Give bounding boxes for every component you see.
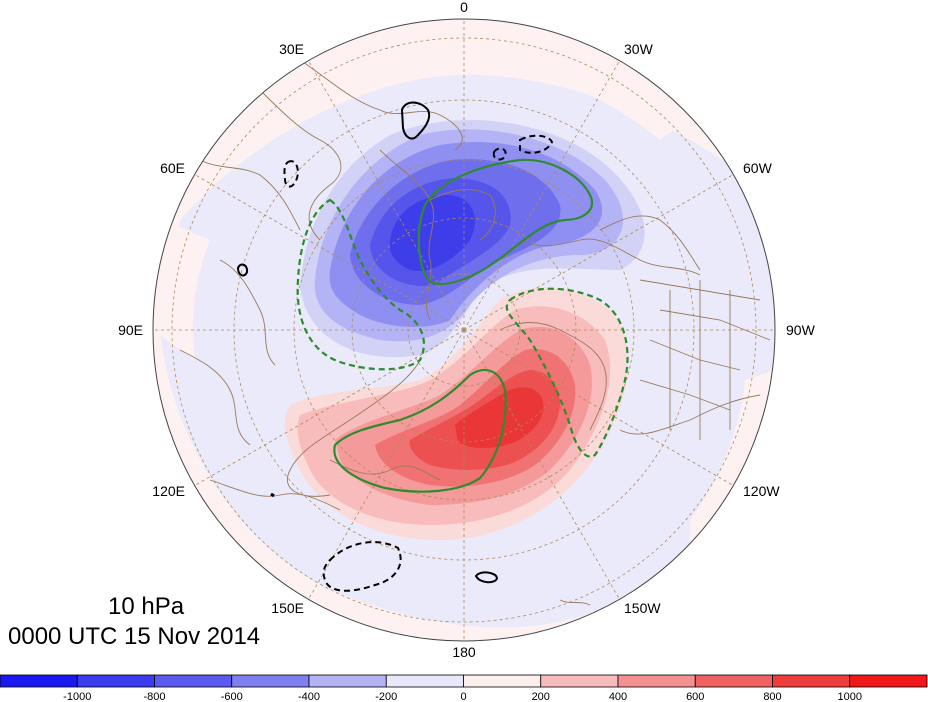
colorbar-box [617, 674, 696, 688]
colorbar-tick-label: 600 [686, 691, 704, 702]
lon-label-90w: 90W [786, 322, 816, 338]
colorbar-tick-label: -1000 [63, 691, 91, 702]
valid-time-title: 0000 UTC 15 Nov 2014 [8, 623, 261, 650]
lon-label-150e: 150E [271, 600, 304, 616]
colorbar-tick-label: 0 [460, 691, 466, 702]
colorbar-box [694, 674, 773, 688]
colorbar-boxes [0, 674, 928, 688]
longitude-labels: 0 30W 60W 90W 120W 150W 180 150E 120E 90… [118, 0, 815, 660]
lon-label-60e: 60E [160, 160, 185, 176]
lon-label-120e: 120E [152, 483, 185, 499]
lon-label-150w: 150W [624, 600, 661, 616]
colorbar-box [308, 674, 387, 688]
lon-label-30e: 30E [279, 41, 304, 57]
colorbar-box [76, 674, 155, 688]
colorbar-tick-label: 200 [532, 691, 550, 702]
colorbar-tick-label: 800 [763, 691, 781, 702]
colorbar: -1000 -800 -600 -400 -200 0 200 400 600 800 1000 [0, 674, 928, 702]
colorbar-box [231, 674, 310, 688]
lon-label-120w: 120W [743, 483, 780, 499]
colorbar-tick-label: -400 [298, 691, 320, 702]
lon-label-90e: 90E [118, 322, 143, 338]
colorbar-box [772, 674, 851, 688]
colorbar-box [463, 674, 542, 688]
map-boundary [152, 18, 776, 642]
colorbar-box [385, 674, 464, 688]
lon-label-180: 180 [452, 644, 476, 660]
lon-label-60w: 60W [743, 160, 773, 176]
polar-stereographic-map: 0 30W 60W 90W 120W 150W 180 150E 120E 90… [118, 0, 815, 660]
coastlines [179, 59, 771, 606]
lon-label-30w: 30W [624, 41, 654, 57]
black-contours [236, 101, 499, 584]
green-contours [333, 158, 593, 493]
colorbar-labels: -1000 -800 -600 -400 -200 0 200 400 600 800 1000 [63, 691, 862, 702]
colorbar-tick-label: 400 [609, 691, 627, 702]
shaded-field [153, 20, 775, 628]
black-dashed-contours [283, 134, 554, 592]
colorbar-box [849, 674, 928, 688]
colorbar-tick-label: -800 [143, 691, 165, 702]
lon-label-0: 0 [460, 0, 468, 15]
level-title: 10 hPa [108, 593, 185, 620]
colorbar-box [0, 674, 78, 688]
colorbar-box [154, 674, 233, 688]
green-dashed-contours [296, 198, 629, 458]
colorbar-tick-label: -200 [375, 691, 397, 702]
colorbar-tick-label: -600 [221, 691, 243, 702]
meridians [153, 19, 775, 641]
colorbar-tick-label: 1000 [838, 691, 862, 702]
colorbar-box [540, 674, 619, 688]
